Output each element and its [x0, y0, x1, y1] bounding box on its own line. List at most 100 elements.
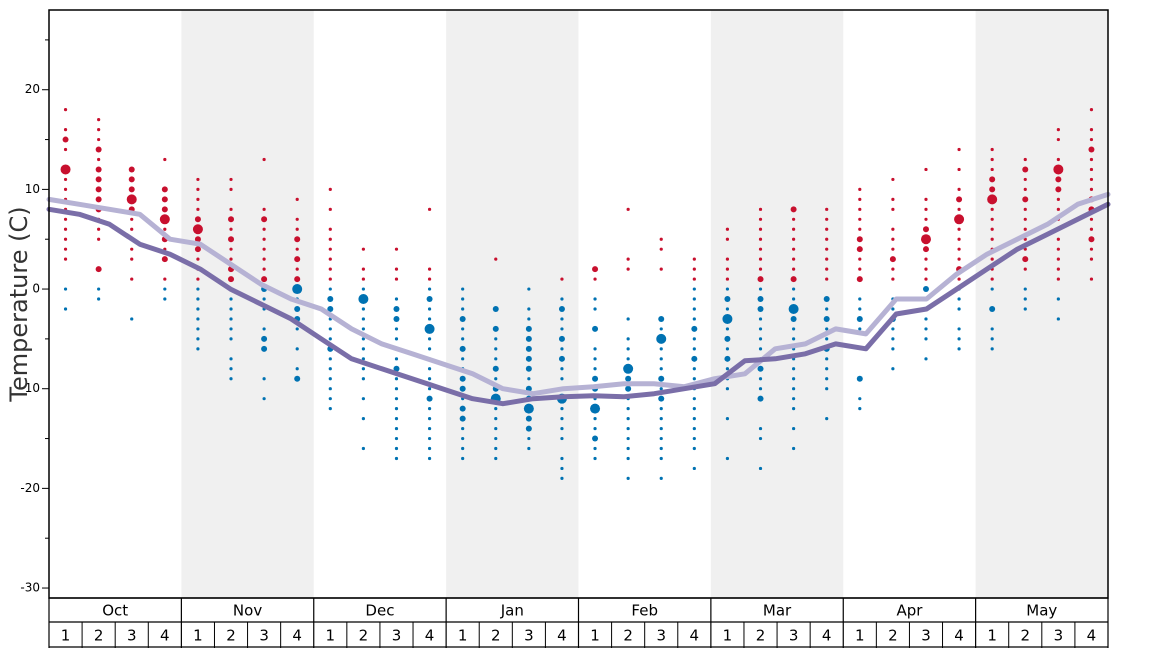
- temperature-dot: [792, 367, 796, 371]
- week-label: 4: [292, 627, 302, 645]
- temperature-dot: [957, 337, 961, 341]
- temperature-dot: [196, 187, 200, 191]
- temperature-dot: [957, 297, 961, 301]
- average-temperature-lines: [46, 191, 1111, 407]
- temperature-dot: [492, 325, 499, 332]
- temperature-dot: [196, 297, 200, 301]
- temperature-dot: [328, 287, 332, 291]
- temperature-dot: [525, 335, 532, 342]
- temperature-dot: [128, 186, 135, 193]
- month-label-dec: Dec: [365, 602, 394, 620]
- temperature-dot: [461, 357, 465, 361]
- month-label-oct: Oct: [102, 602, 128, 620]
- temperature-dot: [1022, 256, 1029, 263]
- temperature-dot: [262, 327, 266, 331]
- temperature-dot: [625, 385, 632, 392]
- temperature-dot: [924, 167, 928, 172]
- temperature-dot: [229, 327, 233, 331]
- temperature-dot: [262, 267, 266, 271]
- temperature-dot: [725, 367, 730, 371]
- temperature-dot: [858, 207, 862, 211]
- temperature-dot: [825, 327, 829, 331]
- temperature-dot: [792, 237, 796, 241]
- temperature-dot: [361, 247, 365, 251]
- temperature-dot: [1089, 177, 1094, 182]
- temperature-dot: [361, 397, 365, 401]
- temperature-dot: [658, 375, 665, 382]
- temperature-dot: [494, 257, 498, 261]
- temperature-dot: [823, 315, 830, 322]
- temperature-dot: [361, 417, 365, 421]
- temperature-dot: [989, 305, 996, 312]
- temperature-dot: [560, 367, 564, 371]
- temperature-dot: [1023, 287, 1027, 291]
- temperature-dot: [161, 196, 168, 203]
- temperature-dot: [361, 307, 365, 311]
- temperature-dot: [358, 294, 369, 305]
- temperature-dot: [525, 355, 532, 362]
- temperature-dot: [328, 377, 332, 381]
- temperature-dot: [626, 317, 630, 321]
- week-label: 3: [1054, 627, 1064, 645]
- temperature-dot: [1089, 167, 1094, 172]
- average-line-light: [46, 191, 1111, 397]
- week-label: 2: [491, 627, 501, 645]
- month-shade-mar: [710, 10, 844, 598]
- temperature-dot: [525, 345, 532, 352]
- temperature-dot: [328, 327, 332, 331]
- temperature-dot: [262, 377, 266, 381]
- temperature-dot: [527, 287, 531, 291]
- temperature-dot: [427, 277, 432, 281]
- temperature-dot: [63, 108, 68, 112]
- temperature-dot: [1023, 297, 1027, 301]
- temperature-dot: [989, 176, 996, 183]
- temperature-dot: [97, 227, 101, 231]
- temperature-dot: [527, 317, 531, 321]
- temperature-dot: [95, 166, 102, 173]
- temperature-dot: [990, 207, 994, 211]
- temperature-dot: [625, 375, 632, 382]
- temperature-dot: [626, 357, 630, 361]
- week-label: 4: [690, 627, 700, 645]
- temperature-dot: [494, 337, 498, 341]
- temperature-dot: [262, 397, 266, 401]
- temperature-dot: [328, 397, 332, 401]
- temperature-dot: [825, 367, 829, 371]
- temperature-dot: [361, 347, 365, 351]
- temperature-dot: [758, 347, 763, 351]
- temperature-dot: [692, 337, 696, 341]
- temperature-dot: [626, 347, 630, 351]
- temperature-dot: [328, 387, 332, 391]
- temperature-dot: [461, 446, 465, 451]
- temperature-dot: [692, 347, 696, 351]
- temperature-dot: [229, 337, 233, 341]
- temperature-dot: [891, 227, 895, 231]
- temperature-dot: [560, 426, 564, 431]
- week-label: 3: [392, 627, 402, 645]
- temperature-dot: [461, 436, 465, 441]
- temperature-dot: [427, 377, 432, 381]
- temperature-dot: [560, 317, 564, 321]
- temperature-dot: [1023, 227, 1027, 231]
- month-shade-jan: [446, 10, 579, 598]
- temperature-dot: [593, 446, 597, 451]
- temperature-dot: [527, 436, 531, 441]
- temperature-dot: [261, 335, 268, 342]
- temperature-dot: [427, 446, 432, 451]
- temperature-dot: [659, 446, 663, 451]
- temperature-dot: [525, 325, 532, 332]
- temperature-dot: [626, 407, 630, 411]
- temperature-dot: [361, 277, 365, 281]
- temperature-dot: [989, 186, 996, 193]
- temperature-dot: [262, 297, 266, 301]
- temperature-dot: [161, 206, 168, 213]
- temperature-dot: [95, 146, 102, 153]
- temperature-dot: [593, 307, 597, 311]
- average-line-dark: [46, 201, 1111, 407]
- temperature-dot: [494, 407, 498, 411]
- temperature-dot: [427, 307, 432, 311]
- temperature-dot: [229, 307, 233, 311]
- temperature-dot: [692, 257, 696, 261]
- temperature-dot: [891, 347, 895, 351]
- temperature-dot: [758, 426, 763, 431]
